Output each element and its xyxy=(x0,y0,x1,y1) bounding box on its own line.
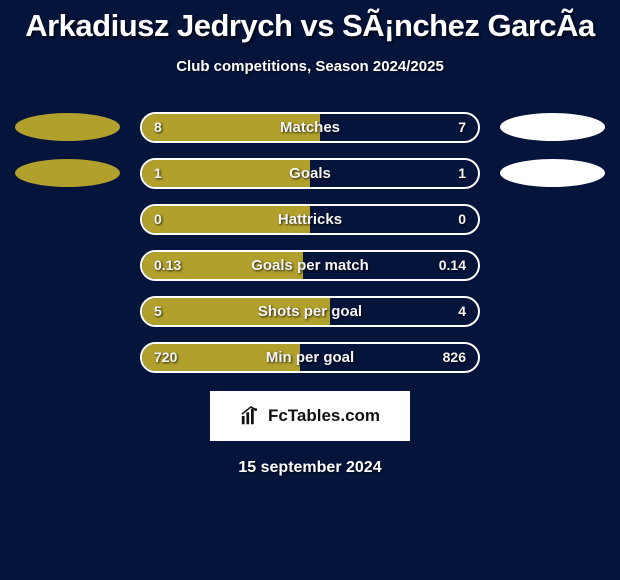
spacer xyxy=(15,343,120,371)
stat-bar: 720Min per goal826 xyxy=(140,342,480,373)
source-logo-text: FcTables.com xyxy=(268,406,380,426)
stat-label: Hattricks xyxy=(142,206,478,233)
stat-row: 0.13Goals per match0.14 xyxy=(0,249,620,281)
stat-value-right: 0 xyxy=(458,206,466,233)
spacer xyxy=(500,251,605,279)
stat-value-right: 4 xyxy=(458,298,466,325)
stats-list: 8Matches7 1Goals1 0Hattricks0 0.13Goals per… xyxy=(0,111,620,373)
snapshot-date: 15 september 2024 xyxy=(238,459,381,477)
spacer xyxy=(15,297,120,325)
comparison-subtitle: Club competitions, Season 2024/2025 xyxy=(176,58,444,75)
stat-bar: 0.13Goals per match0.14 xyxy=(140,250,480,281)
stat-value-right: 7 xyxy=(458,114,466,141)
stat-value-right: 0.14 xyxy=(439,252,466,279)
spacer xyxy=(500,297,605,325)
stat-row: 720Min per goal826 xyxy=(0,341,620,373)
stat-value-right: 1 xyxy=(458,160,466,187)
stat-label: Matches xyxy=(142,114,478,141)
stat-bar: 0Hattricks0 xyxy=(140,204,480,235)
stat-value-right: 826 xyxy=(443,344,466,371)
player-right-marker xyxy=(500,159,605,187)
stat-row: 8Matches7 xyxy=(0,111,620,143)
stat-label: Goals per match xyxy=(142,252,478,279)
stat-row: 5Shots per goal4 xyxy=(0,295,620,327)
player-left-marker xyxy=(15,159,120,187)
chart-icon xyxy=(240,405,262,427)
spacer xyxy=(500,343,605,371)
stat-bar: 1Goals1 xyxy=(140,158,480,189)
stat-label: Shots per goal xyxy=(142,298,478,325)
stat-bar: 5Shots per goal4 xyxy=(140,296,480,327)
stat-row: 0Hattricks0 xyxy=(0,203,620,235)
spacer xyxy=(500,205,605,233)
stat-row: 1Goals1 xyxy=(0,157,620,189)
stat-label: Goals xyxy=(142,160,478,187)
stat-bar: 8Matches7 xyxy=(140,112,480,143)
spacer xyxy=(15,251,120,279)
comparison-title: Arkadiusz Jedrych vs SÃ¡nchez GarcÃ­a xyxy=(25,8,595,44)
player-right-marker xyxy=(500,113,605,141)
spacer xyxy=(15,205,120,233)
stat-label: Min per goal xyxy=(142,344,478,371)
source-logo: FcTables.com xyxy=(210,391,410,441)
player-left-marker xyxy=(15,113,120,141)
